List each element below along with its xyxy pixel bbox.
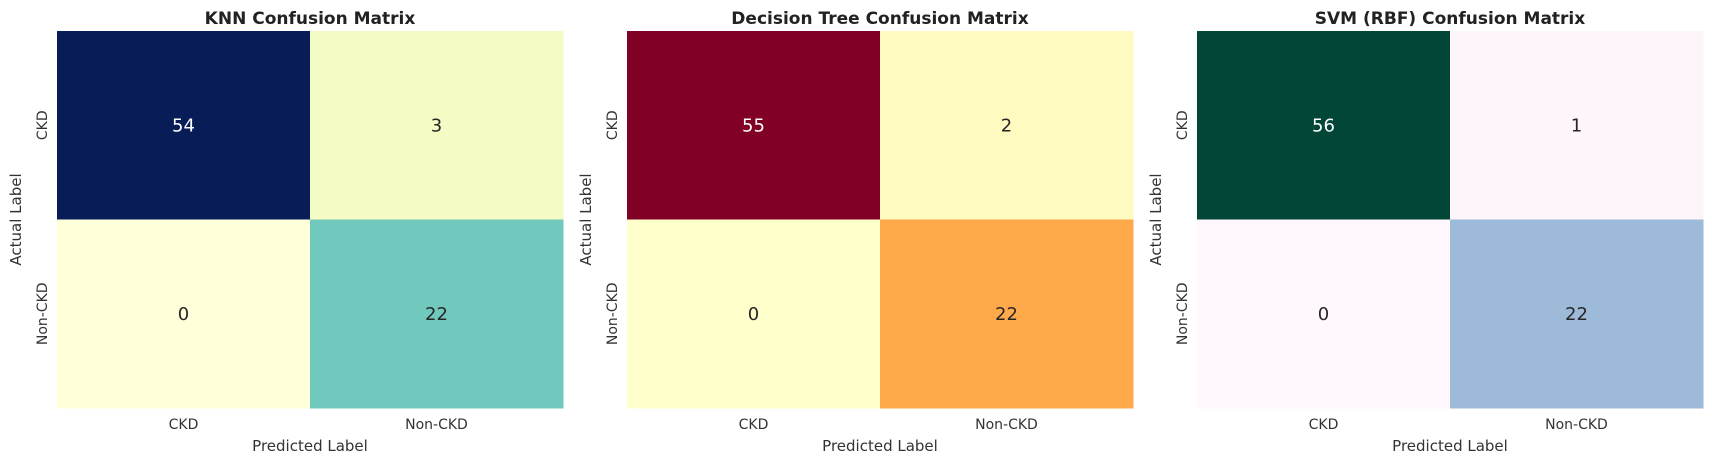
x-tick-label: Non-CKD (1545, 417, 1608, 433)
heatmap-cell (310, 219, 564, 409)
x-axis-label: Predicted Label (1392, 437, 1508, 455)
x-tick-label: CKD (169, 417, 199, 433)
heatmap-panel: SVM (RBF) Confusion Matrix 56 1 0 22 CKD Non-C… (1147, 9, 1704, 455)
x-tick-label: CKD (1309, 417, 1339, 433)
x-tick-label: CKD (739, 417, 769, 433)
y-tick-label: CKD (605, 110, 621, 140)
heatmap-cell (627, 219, 881, 409)
heatmap-cell (627, 31, 881, 220)
cell-value-label: 22 (1565, 304, 1588, 325)
heatmap-cell (1197, 31, 1451, 220)
heatmap-panel: Decision Tree Confusion Matrix 55 2 0 22 CKD N… (577, 9, 1134, 455)
heatmap-cell (1197, 219, 1451, 409)
cell-value-label: 22 (425, 304, 448, 325)
y-axis-label: Actual Label (577, 173, 595, 265)
y-axis-label: Actual Label (7, 173, 25, 265)
heatmap-cell (880, 219, 1134, 409)
y-tick-label: CKD (1175, 110, 1191, 140)
chart-title: KNN Confusion Matrix (205, 9, 416, 29)
cell-value-label: 1 (1571, 115, 1582, 136)
heatmap-cell (310, 31, 564, 220)
heatmap-cell (57, 219, 311, 409)
x-tick-label: Non-CKD (975, 417, 1038, 433)
heatmap-panel: KNN Confusion Matrix 54 3 0 22 CKD Non-CKD Pred… (7, 9, 564, 455)
cell-value-label: 0 (178, 304, 189, 325)
cell-value-label: 0 (1318, 304, 1329, 325)
heatmap-cell (57, 31, 311, 220)
chart-title: SVM (RBF) Confusion Matrix (1315, 9, 1585, 29)
chart-title: Decision Tree Confusion Matrix (731, 9, 1028, 29)
cell-value-label: 54 (172, 115, 195, 136)
cell-value-label: 2 (1001, 115, 1012, 136)
y-tick-label: CKD (35, 110, 51, 140)
cell-value-label: 55 (742, 115, 765, 136)
cell-value-label: 3 (431, 115, 442, 136)
cell-value-label: 22 (995, 304, 1018, 325)
x-axis-label: Predicted Label (822, 437, 938, 455)
heatmap-cell (1450, 219, 1704, 409)
y-tick-label: Non-CKD (1175, 282, 1191, 345)
cell-value-label: 56 (1312, 115, 1335, 136)
x-axis-label: Predicted Label (252, 437, 368, 455)
y-tick-label: Non-CKD (605, 282, 621, 345)
heatmap-cell (1450, 31, 1704, 220)
x-tick-label: Non-CKD (405, 417, 468, 433)
y-axis-label: Actual Label (1147, 173, 1165, 265)
heatmap-cell (880, 31, 1134, 220)
cell-value-label: 0 (748, 304, 759, 325)
y-tick-label: Non-CKD (35, 282, 51, 345)
